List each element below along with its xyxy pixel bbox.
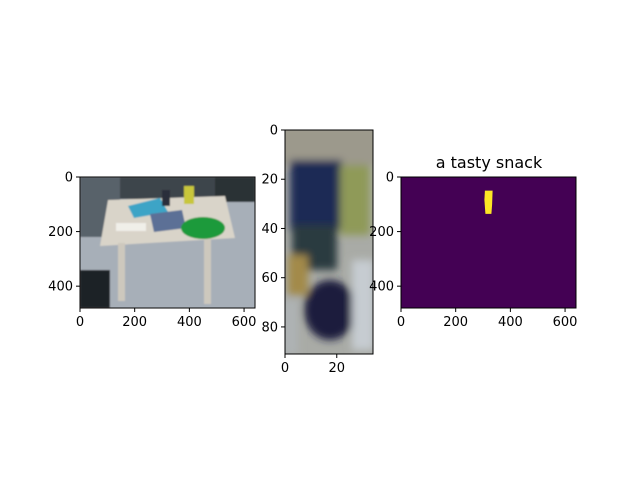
x-tick-label: 600 <box>232 315 257 330</box>
crop-ticks: 0 20 0 20 40 60 80 <box>261 124 345 377</box>
mask-axes-frame <box>400 176 577 309</box>
x-tick-label: 200 <box>122 315 147 330</box>
x-tick-label: 0 <box>76 315 84 330</box>
x-tick-label: 400 <box>177 315 202 330</box>
crop-image <box>285 130 373 354</box>
photo-ticks: 0 200 400 600 0 200 400 <box>48 171 256 331</box>
y-tick-label: 400 <box>369 280 394 295</box>
y-tick-label: 60 <box>261 271 278 286</box>
y-tick-label: 400 <box>48 280 73 295</box>
photo-axes-frame <box>79 176 256 309</box>
mask-ticks: 0 200 400 600 0 200 400 <box>369 171 577 331</box>
y-tick-label: 80 <box>261 320 278 335</box>
y-tick-label: 0 <box>386 171 394 186</box>
photo-image <box>80 177 255 308</box>
x-tick-label: 20 <box>328 361 345 376</box>
y-tick-label: 200 <box>369 225 394 240</box>
x-tick-label: 400 <box>498 315 523 330</box>
panel-crop: 0 20 0 20 40 60 80 <box>261 124 374 377</box>
y-tick-label: 200 <box>48 225 73 240</box>
x-tick-label: 0 <box>397 315 405 330</box>
y-tick-label: 40 <box>261 222 278 237</box>
x-tick-label: 600 <box>553 315 578 330</box>
mask-title: a tasty snack <box>436 153 543 172</box>
y-tick-label: 0 <box>65 171 73 186</box>
x-tick-label: 0 <box>281 361 289 376</box>
y-tick-label: 0 <box>270 124 278 139</box>
mask-foreground <box>484 190 493 214</box>
x-tick-label: 200 <box>443 315 468 330</box>
panel-mask: a tasty snack 0 200 400 600 0 200 400 <box>369 153 577 330</box>
y-tick-label: 20 <box>261 173 278 188</box>
panel-photo: 0 200 400 600 0 200 400 <box>48 171 256 331</box>
crop-axes-frame <box>284 129 374 355</box>
